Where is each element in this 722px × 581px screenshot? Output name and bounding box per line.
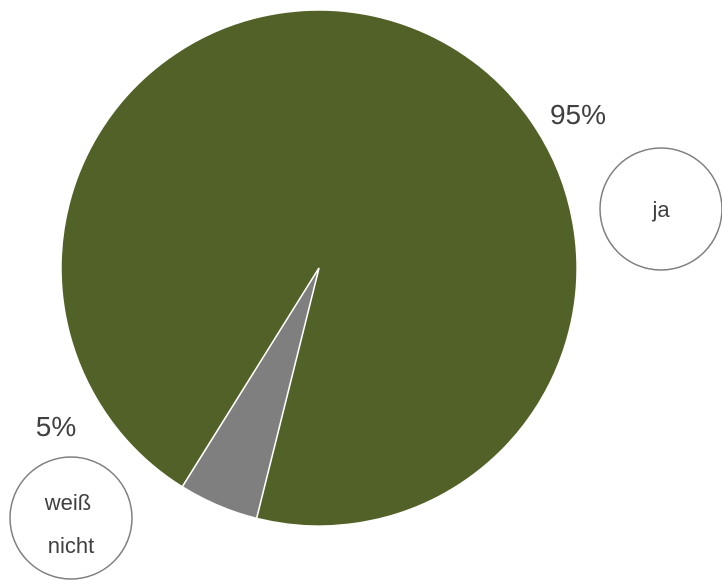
pie-slice-weiss-nicht-percent: 5% [36,411,76,442]
pie-slice-weiss-nicht [181,267,320,520]
pie-slice-weiss-nicht-label-line-2: nicht [48,533,94,558]
pie-slice-weiss-nicht-label-line-1: weiß [44,490,91,515]
legend-bubble-ja [599,147,722,271]
pie-slice-ja-label: ja [651,197,670,222]
pie-slice-ja-percent: 95% [550,99,606,130]
pie-slices [60,9,578,527]
legend-bubble-weiss-nicht [9,456,133,580]
pie-slice-weiss-nicht-label: weiß nicht [44,490,98,558]
